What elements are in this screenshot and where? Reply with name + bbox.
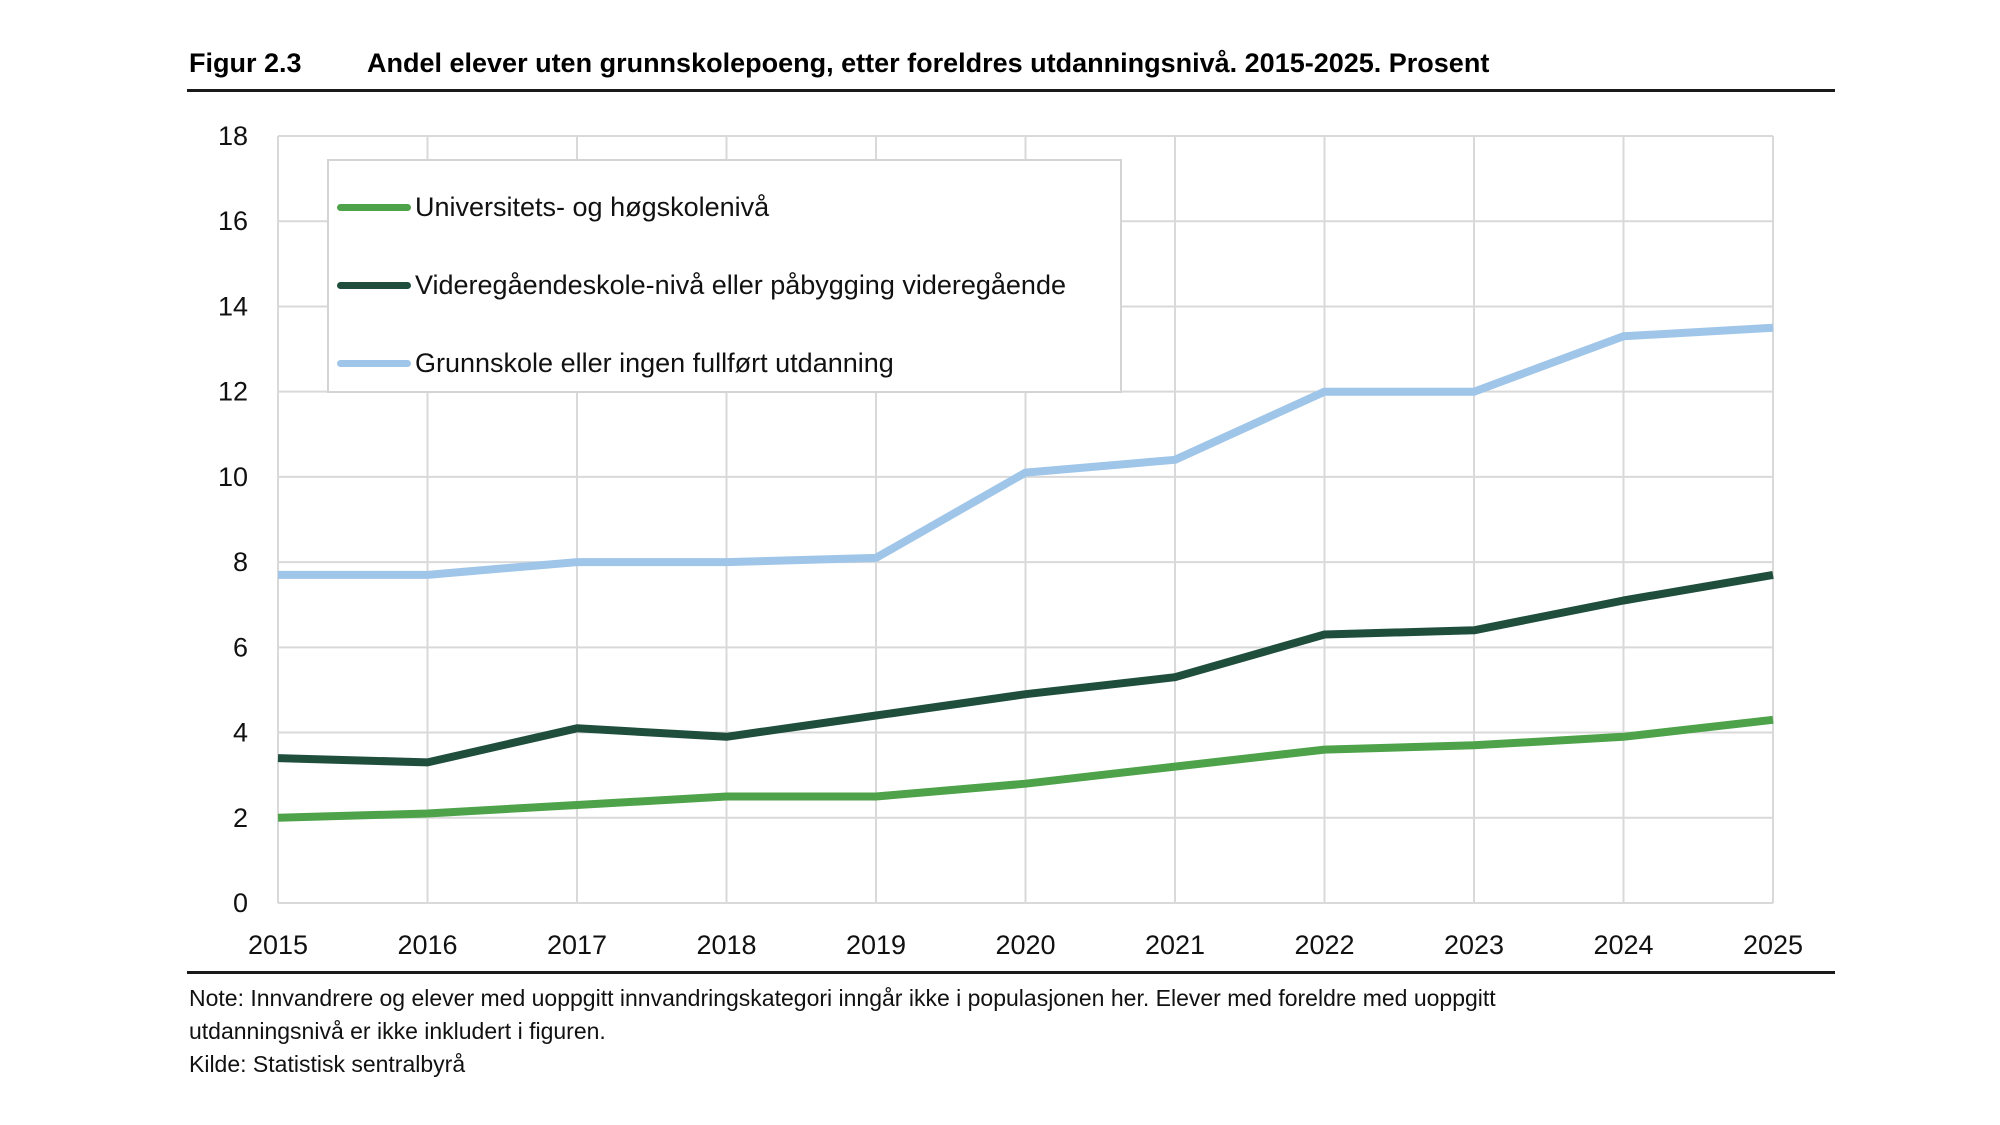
x-tick-label: 2019	[846, 930, 906, 960]
y-tick-label: 6	[233, 632, 248, 662]
legend-label-upper-secondary: Videregåendeskole-nivå eller påbygging v…	[415, 269, 1066, 300]
y-tick-label: 16	[218, 206, 248, 236]
note-line-1: Note: Innvandrere og elever med uoppgitt…	[189, 985, 1496, 1011]
y-tick-label: 14	[218, 291, 248, 321]
legend-swatch-upper-secondary	[337, 281, 411, 289]
figure-footer: Note: Innvandrere og elever med uoppgitt…	[189, 982, 1835, 1081]
x-tick-label: 2020	[995, 930, 1055, 960]
y-tick-label: 10	[218, 462, 248, 492]
y-tick-label: 8	[233, 547, 248, 577]
source-line: Kilde: Statistisk sentralbyrå	[189, 1051, 466, 1077]
x-tick-label: 2023	[1444, 930, 1504, 960]
x-axis-ticks: 2015 2016 2017 2018 2019 2020 2021 2022 2023 2024…	[248, 930, 1803, 960]
y-tick-label: 4	[233, 718, 248, 748]
legend: Universitets- og høgskolenivå Videregåen…	[327, 159, 1122, 393]
figure-number: Figur 2.3	[189, 48, 302, 78]
x-tick-label: 2022	[1294, 930, 1354, 960]
legend-label-university: Universitets- og høgskolenivå	[415, 191, 770, 222]
x-tick-label: 2024	[1593, 930, 1653, 960]
y-tick-label: 0	[233, 888, 248, 918]
bottom-rule	[187, 971, 1835, 974]
x-tick-label: 2017	[547, 930, 607, 960]
legend-item-primary: Grunnskole eller ingen fullført utdannin…	[337, 343, 894, 383]
legend-swatch-primary	[337, 359, 411, 367]
x-tick-label: 2015	[248, 930, 308, 960]
legend-item-upper-secondary: Videregåendeskole-nivå eller påbygging v…	[337, 265, 1066, 305]
legend-swatch-university	[337, 203, 411, 211]
series-lines	[277, 323, 1774, 822]
y-axis-ticks: 0 2 4 6 8 10 12 14 16 18	[218, 121, 248, 918]
top-rule	[187, 89, 1835, 92]
y-tick-label: 12	[218, 377, 248, 407]
x-tick-label: 2018	[696, 930, 756, 960]
x-tick-label: 2025	[1743, 930, 1803, 960]
legend-label-primary: Grunnskole eller ingen fullført utdannin…	[415, 347, 894, 378]
y-tick-label: 2	[233, 803, 248, 833]
y-tick-label: 18	[218, 121, 248, 151]
x-tick-label: 2016	[397, 930, 457, 960]
figure-title: Andel elever uten grunnskolepoeng, etter…	[367, 48, 1490, 78]
x-tick-label: 2021	[1145, 930, 1205, 960]
figure-header: Figur 2.3 Andel elever uten grunnskolepo…	[189, 44, 1835, 84]
note-line-2: utdanningsnivå er ikke inkludert i figur…	[189, 1018, 606, 1044]
legend-item-university: Universitets- og høgskolenivå	[337, 187, 769, 227]
